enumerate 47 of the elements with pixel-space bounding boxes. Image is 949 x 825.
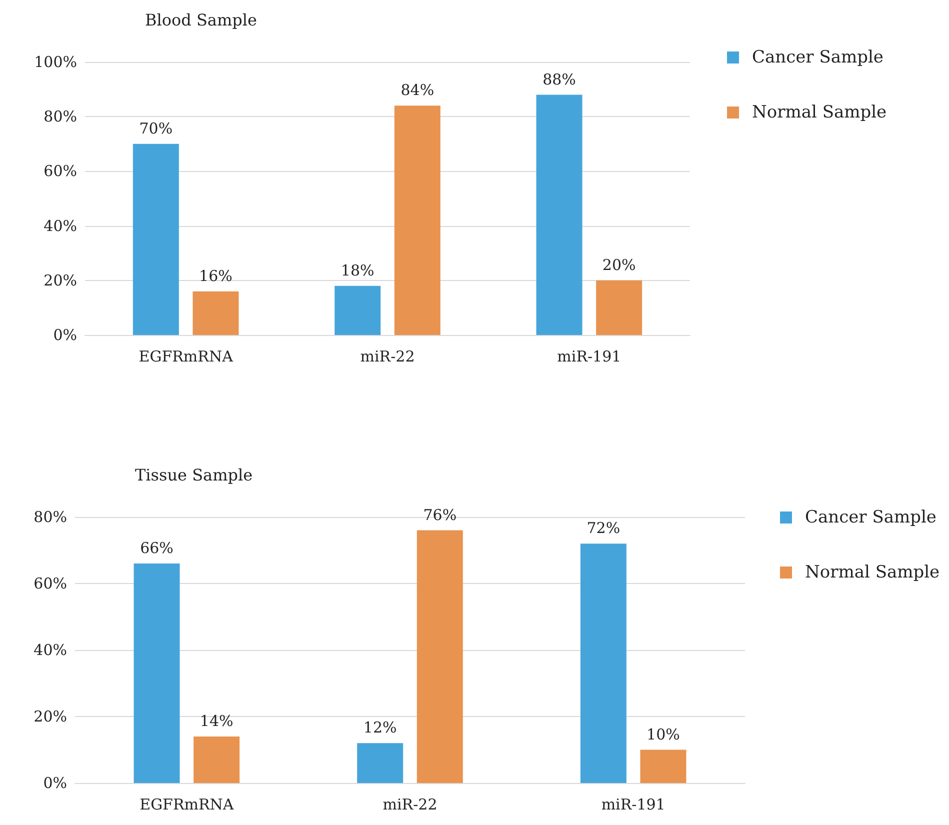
legend-label: Cancer Sample (805, 508, 936, 528)
data-label: 16% (199, 266, 232, 285)
bar (357, 743, 404, 783)
y-tick-label: 60% (34, 574, 67, 592)
bar (596, 280, 642, 335)
data-label: 18% (340, 261, 374, 280)
y-tick-label: 20% (44, 271, 77, 290)
data-label: 10% (646, 725, 680, 744)
x-tick-label: EGFRmRNA (140, 796, 234, 814)
data-label: 66% (140, 539, 174, 558)
y-tick-label: 40% (44, 216, 77, 235)
bar (334, 286, 381, 335)
data-label: 88% (542, 70, 576, 88)
data-label: 70% (139, 119, 173, 138)
data-label: 84% (400, 81, 434, 100)
data-label: 20% (602, 256, 636, 274)
bar (394, 106, 440, 335)
y-tick-label: 100% (34, 53, 77, 71)
y-tick-label: 60% (44, 162, 77, 180)
x-tick-label: miR-191 (557, 348, 622, 366)
bar (536, 94, 582, 335)
bar (134, 564, 180, 783)
bar (132, 144, 179, 335)
x-tick-label: miR-22 (382, 796, 438, 814)
y-tick-label: 80% (34, 508, 67, 526)
bar (580, 544, 626, 783)
x-tick-label: EGFRmRNA (138, 348, 234, 366)
chart-title: Blood Sample (145, 10, 257, 30)
y-tick-label: 80% (44, 108, 77, 126)
legend-label: Normal Sample (752, 102, 887, 122)
data-label: 76% (423, 506, 457, 524)
x-tick-label: miR-191 (601, 796, 666, 814)
y-tick-label: 40% (34, 641, 67, 659)
data-label: 72% (586, 519, 620, 538)
y-tick-label: 20% (34, 708, 67, 726)
y-tick-label: 0% (53, 326, 77, 344)
data-label: 12% (363, 718, 397, 737)
legend-label: Normal Sample (805, 562, 940, 582)
bar (640, 750, 686, 783)
x-tick-label: miR-22 (360, 348, 415, 366)
legend-label: Cancer Sample (752, 48, 884, 68)
chart-title: Tissue Sample (135, 466, 253, 484)
bar (194, 736, 240, 783)
data-label: 14% (200, 712, 234, 730)
y-tick-label: 0% (43, 774, 67, 792)
bar (416, 530, 463, 783)
bar (192, 291, 239, 335)
